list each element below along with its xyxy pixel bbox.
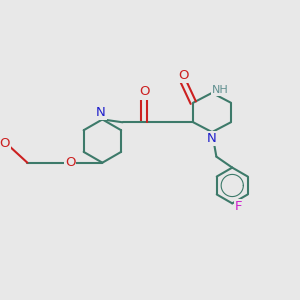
- Text: NH: NH: [212, 85, 229, 95]
- Text: N: N: [96, 106, 106, 119]
- Text: O: O: [0, 137, 10, 150]
- Text: F: F: [235, 200, 242, 213]
- Text: O: O: [139, 85, 149, 98]
- Text: O: O: [178, 69, 188, 82]
- Text: O: O: [65, 156, 75, 169]
- Text: N: N: [207, 132, 217, 145]
